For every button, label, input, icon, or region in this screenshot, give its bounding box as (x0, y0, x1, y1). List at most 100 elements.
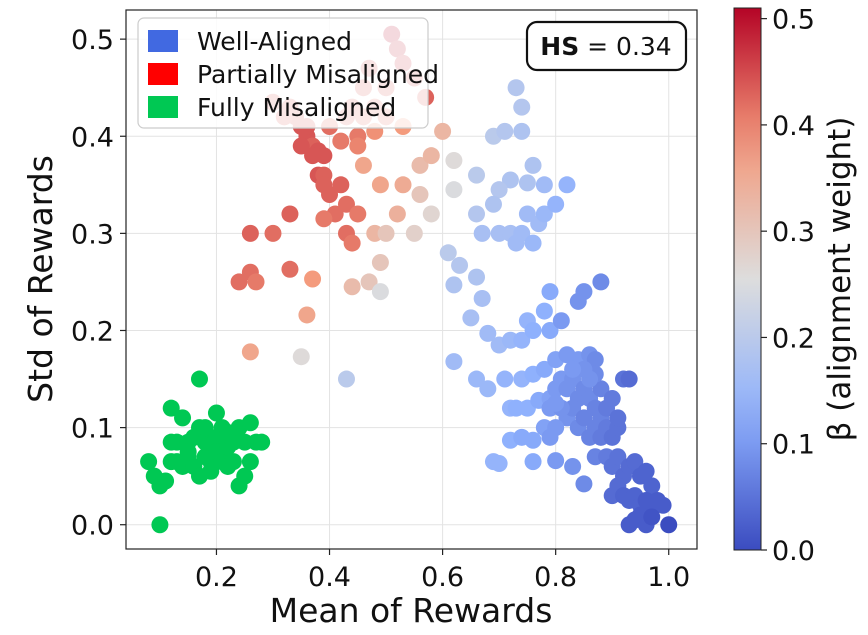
colorbar-tick-label: 0.2 (772, 323, 815, 354)
data-point (575, 283, 593, 301)
data-point (609, 409, 627, 427)
colorbar-ticks: 0.0 0.1 0.2 0.3 0.4 0.5 (761, 5, 815, 567)
colorbar-tick-label: 0.4 (772, 111, 815, 142)
data-point (535, 205, 553, 223)
y-axis-label: Std of Rewards (21, 155, 60, 403)
data-point (575, 475, 593, 493)
legend: Well-Aligned Partially Misaligned Fully Mi… (137, 17, 439, 129)
data-point (496, 370, 514, 388)
data-point (321, 186, 339, 204)
data-point (451, 256, 469, 274)
data-point (230, 273, 248, 291)
data-point (592, 380, 610, 398)
data-point-fully-misaligned (151, 516, 169, 534)
y-tick-label: 0.2 (71, 316, 114, 347)
data-point (535, 302, 553, 320)
data-point (247, 273, 265, 291)
y-tick-label: 0.0 (71, 511, 114, 542)
data-point-fully-misaligned (253, 433, 271, 451)
y-tick-label: 0.5 (71, 25, 114, 56)
data-point (518, 205, 536, 223)
data-point (473, 289, 491, 307)
hs-label: HS (540, 32, 579, 61)
data-point (603, 389, 621, 407)
data-point (473, 224, 491, 242)
x-tick-label: 0.6 (421, 562, 464, 593)
data-point (445, 152, 463, 170)
data-point-fully-misaligned (202, 462, 220, 480)
colorbar-tick-label: 0.5 (772, 5, 815, 36)
data-point (422, 147, 440, 165)
data-point-fully-misaligned (162, 399, 180, 417)
y-tick-label: 0.1 (71, 414, 114, 445)
data-point (513, 98, 531, 116)
data-point (513, 122, 531, 140)
data-point (292, 348, 310, 366)
data-point (479, 324, 497, 342)
data-point (304, 147, 322, 165)
data-point (434, 122, 452, 140)
data-point (332, 176, 350, 194)
data-point (547, 394, 565, 412)
data-point (535, 176, 553, 194)
x-tick-label: 1.0 (647, 562, 690, 593)
data-point (564, 360, 582, 378)
y-tick-label: 0.3 (71, 219, 114, 250)
data-point (637, 462, 655, 480)
data-point-fully-misaligned (190, 370, 208, 388)
data-point (445, 181, 463, 199)
hs-value: = 0.34 (579, 32, 672, 61)
data-point (462, 309, 480, 327)
data-point (541, 283, 559, 301)
data-point-fully-misaligned (236, 467, 254, 485)
data-point-fully-misaligned (162, 433, 180, 451)
x-axis-label: Mean of Rewards (270, 591, 553, 630)
data-point (490, 181, 508, 199)
data-point (468, 268, 486, 286)
data-point (422, 205, 440, 223)
data-point (388, 205, 406, 223)
data-point (349, 137, 367, 155)
data-point (507, 79, 525, 97)
data-point (524, 234, 542, 252)
data-point (620, 370, 638, 388)
data-point (609, 448, 627, 466)
data-point (660, 516, 678, 534)
data-point (547, 195, 565, 213)
data-point (411, 156, 429, 174)
data-point (524, 321, 542, 339)
data-point (337, 370, 355, 388)
data-point (371, 254, 389, 272)
data-point (564, 457, 582, 475)
data-point (377, 224, 395, 242)
data-point (394, 176, 412, 194)
colorbar-tick-label: 0.3 (772, 217, 815, 248)
data-point-fully-misaligned (241, 453, 259, 471)
data-point (281, 260, 299, 278)
data-point (332, 132, 350, 150)
legend-label: Partially Misaligned (197, 60, 439, 89)
plot-frame (125, 9, 698, 550)
data-point (349, 205, 367, 223)
hs-box (525, 20, 688, 72)
y-tick-label: 0.4 (71, 122, 114, 153)
data-point-fully-misaligned (241, 414, 259, 432)
data-point (281, 205, 299, 223)
data-point (343, 278, 361, 296)
legend-label: Well-Aligned (197, 27, 352, 56)
colorbar-label: β (alignment weight) (822, 117, 858, 442)
data-point-fully-misaligned (140, 453, 158, 471)
colorbar-tick-label: 0.1 (772, 430, 815, 461)
data-point (524, 431, 542, 449)
x-tick-label: 0.2 (195, 562, 238, 593)
data-point (535, 360, 553, 378)
data-point (411, 186, 429, 204)
data-point (343, 234, 361, 252)
colorbar (733, 7, 762, 551)
data-point (292, 137, 310, 155)
data-point (496, 122, 514, 140)
y-axis: 0.0 0.1 0.2 0.3 0.4 0.5 (71, 25, 126, 542)
data-point (484, 195, 502, 213)
data-points (140, 25, 678, 534)
